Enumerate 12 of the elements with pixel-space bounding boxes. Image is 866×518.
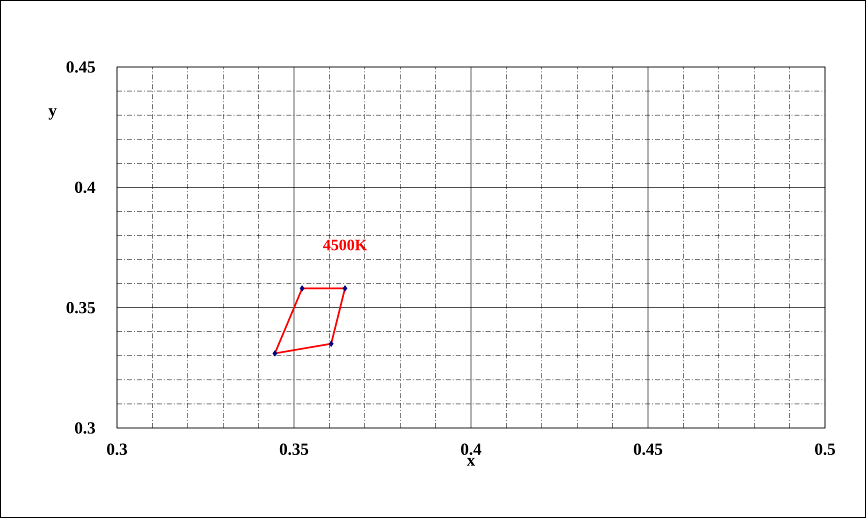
x-tick-label: 0.35 <box>280 443 308 455</box>
y-tick-label: 0.3 <box>75 422 95 434</box>
y-axis-title: y <box>48 108 57 120</box>
y-tick-label: 0.45 <box>66 61 95 73</box>
y-tick-label: 0.4 <box>75 182 96 194</box>
x-axis-title: x <box>466 458 476 466</box>
annotation: 4500K <box>323 240 367 250</box>
y-tick-label: 0.35 <box>66 302 95 314</box>
x-tick-label: 0.45 <box>634 443 662 455</box>
x-tick-label: 0.5 <box>815 443 835 455</box>
x-tick-label: 0.3 <box>107 443 128 455</box>
x-tick-label: 0.4 <box>461 443 482 455</box>
